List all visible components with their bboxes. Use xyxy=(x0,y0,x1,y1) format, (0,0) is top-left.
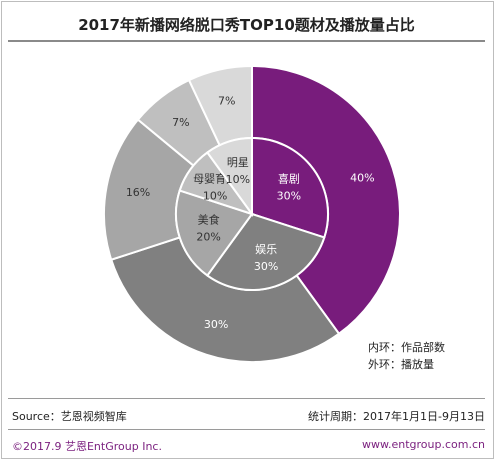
source-text: Source：艺恩视频智库 xyxy=(12,410,127,423)
footer-divider-bottom xyxy=(8,429,485,430)
inner-slice-label-1: 30% xyxy=(254,260,278,273)
outer-slice-label-4: 7% xyxy=(218,94,235,107)
outer-slice-label-3: 7% xyxy=(172,116,189,129)
legend-entry-outer: 外环：播放量 xyxy=(368,358,434,371)
outer-slice-label-2: 16% xyxy=(126,186,150,199)
inner-slice-category-0: 喜剧 xyxy=(278,173,300,186)
inner-slice-category-2: 美食 xyxy=(198,213,220,227)
chart-title: 2017年新播网络脱口秀TOP10题材及播放量占比 xyxy=(78,16,415,34)
inner-slice-0 xyxy=(251,136,329,239)
outer-slice-label-0: 40% xyxy=(350,172,374,185)
legend-entry-inner: 内环：作品部数 xyxy=(368,341,445,354)
copyright-text: ©2017.9 艺恩EntGroup Inc. xyxy=(12,440,162,453)
website-link[interactable]: www.entgroup.com.cn xyxy=(362,438,485,451)
inner-slice-category-4: 明星 xyxy=(227,156,249,169)
title-divider xyxy=(8,40,485,42)
inner-slice-label-2: 20% xyxy=(196,231,220,244)
inner-slice-label-0: 30% xyxy=(277,190,301,203)
footer-divider-top xyxy=(8,398,485,399)
inner-slice-4 xyxy=(205,136,253,218)
period-text: 统计周期：2017年1月1日-9月13日 xyxy=(308,410,485,423)
inner-slice-label-3: 10% xyxy=(203,190,227,203)
inner-slice-category-1: 娱乐 xyxy=(255,242,277,256)
inner-slice-2 xyxy=(175,189,254,277)
outer-slice-label-1: 30% xyxy=(204,318,228,331)
inner-slice-label-4: 10% xyxy=(226,173,250,186)
legend: 内环：作品部数 外环：播放量 xyxy=(368,339,445,373)
inner-slice-1 xyxy=(205,212,326,291)
